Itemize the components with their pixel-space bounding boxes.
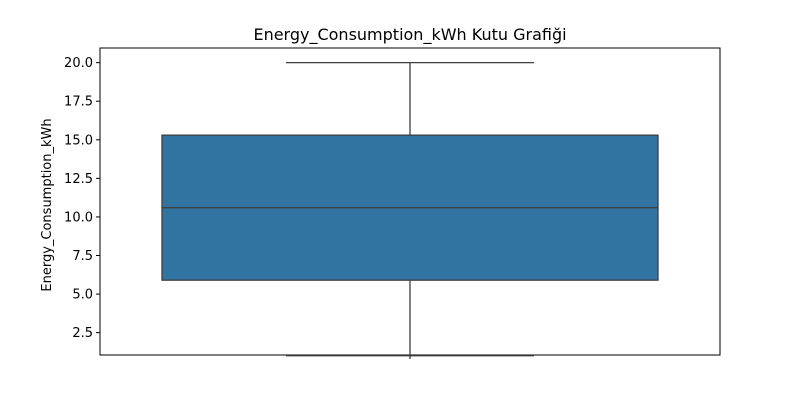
y-tick-label: 17.5 — [64, 95, 93, 110]
y-axis: 2.5 5.0 7.5 10.0 12.5 15.0 17.5 20.0 — [64, 56, 100, 341]
y-tick-label: 5.0 — [72, 288, 93, 303]
chart-title: Energy_Consumption_kWh Kutu Grafiği — [253, 25, 566, 45]
y-tick-label: 2.5 — [72, 326, 93, 341]
y-tick-label: 12.5 — [64, 172, 93, 187]
y-tick-label: 7.5 — [72, 249, 93, 264]
y-axis-label: Energy_Consumption_kWh — [40, 118, 55, 291]
y-tick-label: 15.0 — [64, 133, 93, 148]
y-tick-label: 10.0 — [64, 210, 93, 225]
y-tick-label: 20.0 — [64, 56, 93, 71]
box-plot — [161, 62, 659, 357]
